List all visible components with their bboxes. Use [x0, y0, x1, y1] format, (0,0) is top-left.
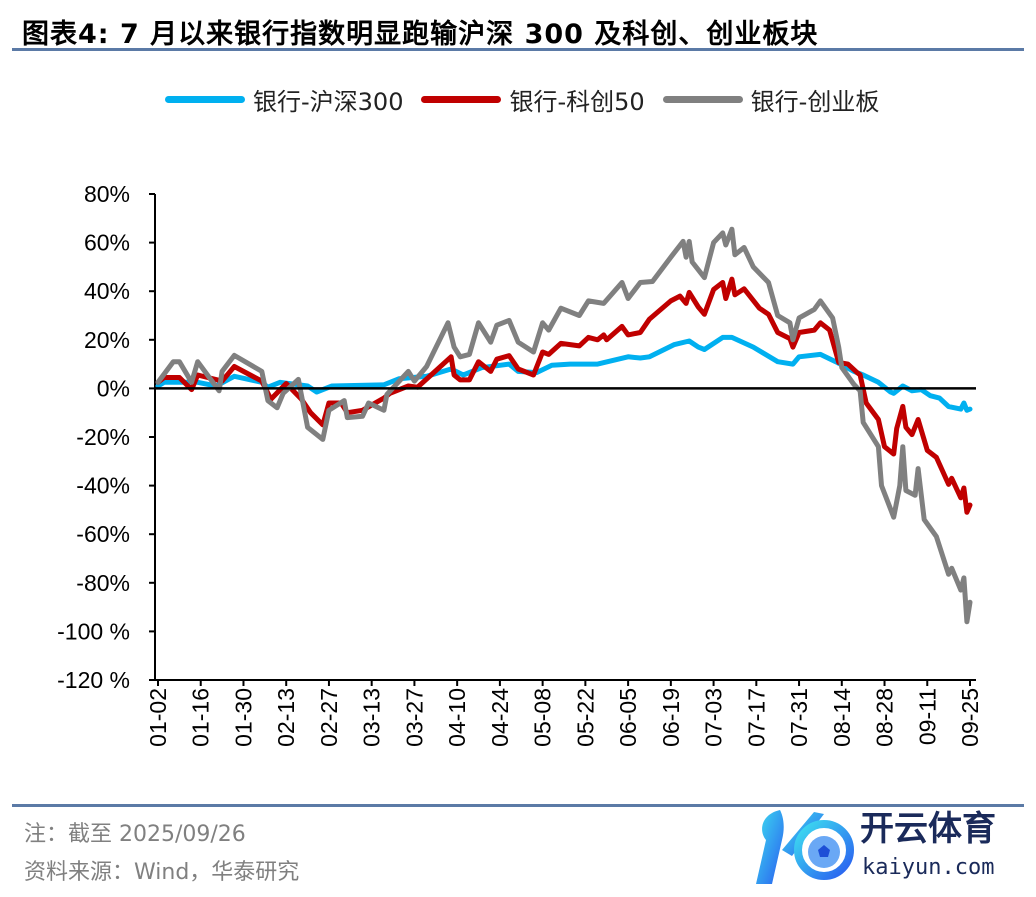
y-tick-label: -80% [76, 570, 130, 596]
x-tick-label: 05-22 [572, 688, 598, 747]
chart-title: 图表4: 7 月以来银行指数明显跑输沪深 300 及科创、创业板块 [22, 19, 819, 50]
x-tick-label: 01-02 [145, 688, 171, 747]
y-tick-label: 0% [97, 375, 130, 401]
x-tick-label: 07-17 [743, 688, 769, 747]
footnote: 注：截至 2025/09/26 [24, 822, 246, 847]
x-tick-label: 05-08 [530, 688, 556, 747]
legend-item-1: 银行-科创50 [421, 82, 645, 117]
x-tick-label: 02-27 [316, 688, 342, 747]
logo-en: kaiyun.com [862, 855, 994, 880]
legend-label-1: 银行-科创50 [509, 88, 645, 116]
watermark-logo: 开云体育 kaiyun.com [752, 800, 1032, 897]
y-tick-label: -20% [76, 424, 130, 450]
header-divider [12, 48, 1024, 51]
x-tick-label: 03-13 [359, 688, 385, 747]
x-tick-label: 08-28 [872, 688, 898, 747]
footer-divider [12, 804, 1024, 807]
y-tick-label: -40% [76, 473, 130, 499]
y-tick-label: -120 % [57, 667, 130, 693]
x-tick-label: 09-25 [957, 688, 983, 747]
y-tick-label: 20% [84, 327, 130, 353]
x-tick-label: 02-13 [273, 688, 299, 747]
x-tick-label: 07-03 [701, 688, 727, 747]
x-tick-label: 07-31 [786, 688, 812, 747]
y-tick-label: -60% [76, 521, 130, 547]
y-tick-label: 60% [84, 230, 130, 256]
series-line-0 [155, 334, 973, 413]
y-tick-label: 80% [84, 181, 130, 207]
legend-label-2: 银行-创业板 [750, 88, 880, 116]
legend-swatch-0 [165, 96, 245, 103]
source-note: 资料来源：Wind，华泰研究 [24, 860, 300, 885]
x-tick-label: 01-16 [188, 688, 214, 747]
legend-item-2: 银行-创业板 [662, 82, 880, 117]
legend-swatch-2 [662, 96, 743, 103]
legend: 银行-沪深300 银行-科创50 银行-创业板 [165, 82, 879, 117]
logo-cn: 开云体育 [860, 809, 996, 849]
y-tick-label: 40% [84, 278, 130, 304]
x-tick-label: 04-24 [487, 688, 513, 747]
x-tick-label: 08-14 [829, 688, 855, 747]
legend-item-0: 银行-沪深300 [165, 82, 403, 117]
x-tick-label: 06-19 [658, 688, 684, 747]
y-tick-label: -100 % [57, 618, 130, 644]
x-tick-label: 06-05 [615, 688, 641, 747]
x-tick-label: 09-11 [914, 688, 940, 745]
logo-k-icon [756, 810, 784, 884]
legend-label-0: 银行-沪深300 [253, 88, 404, 116]
x-tick-label: 01-30 [230, 688, 256, 747]
x-tick-label: 03-27 [401, 688, 427, 747]
series-line-2 [155, 226, 973, 625]
legend-swatch-1 [421, 96, 502, 103]
x-tick-label: 04-10 [444, 688, 470, 747]
line-chart: 80% 60% 40% 20% 0% -20% -40% -60% -80% -100 % -120… [57, 181, 983, 747]
